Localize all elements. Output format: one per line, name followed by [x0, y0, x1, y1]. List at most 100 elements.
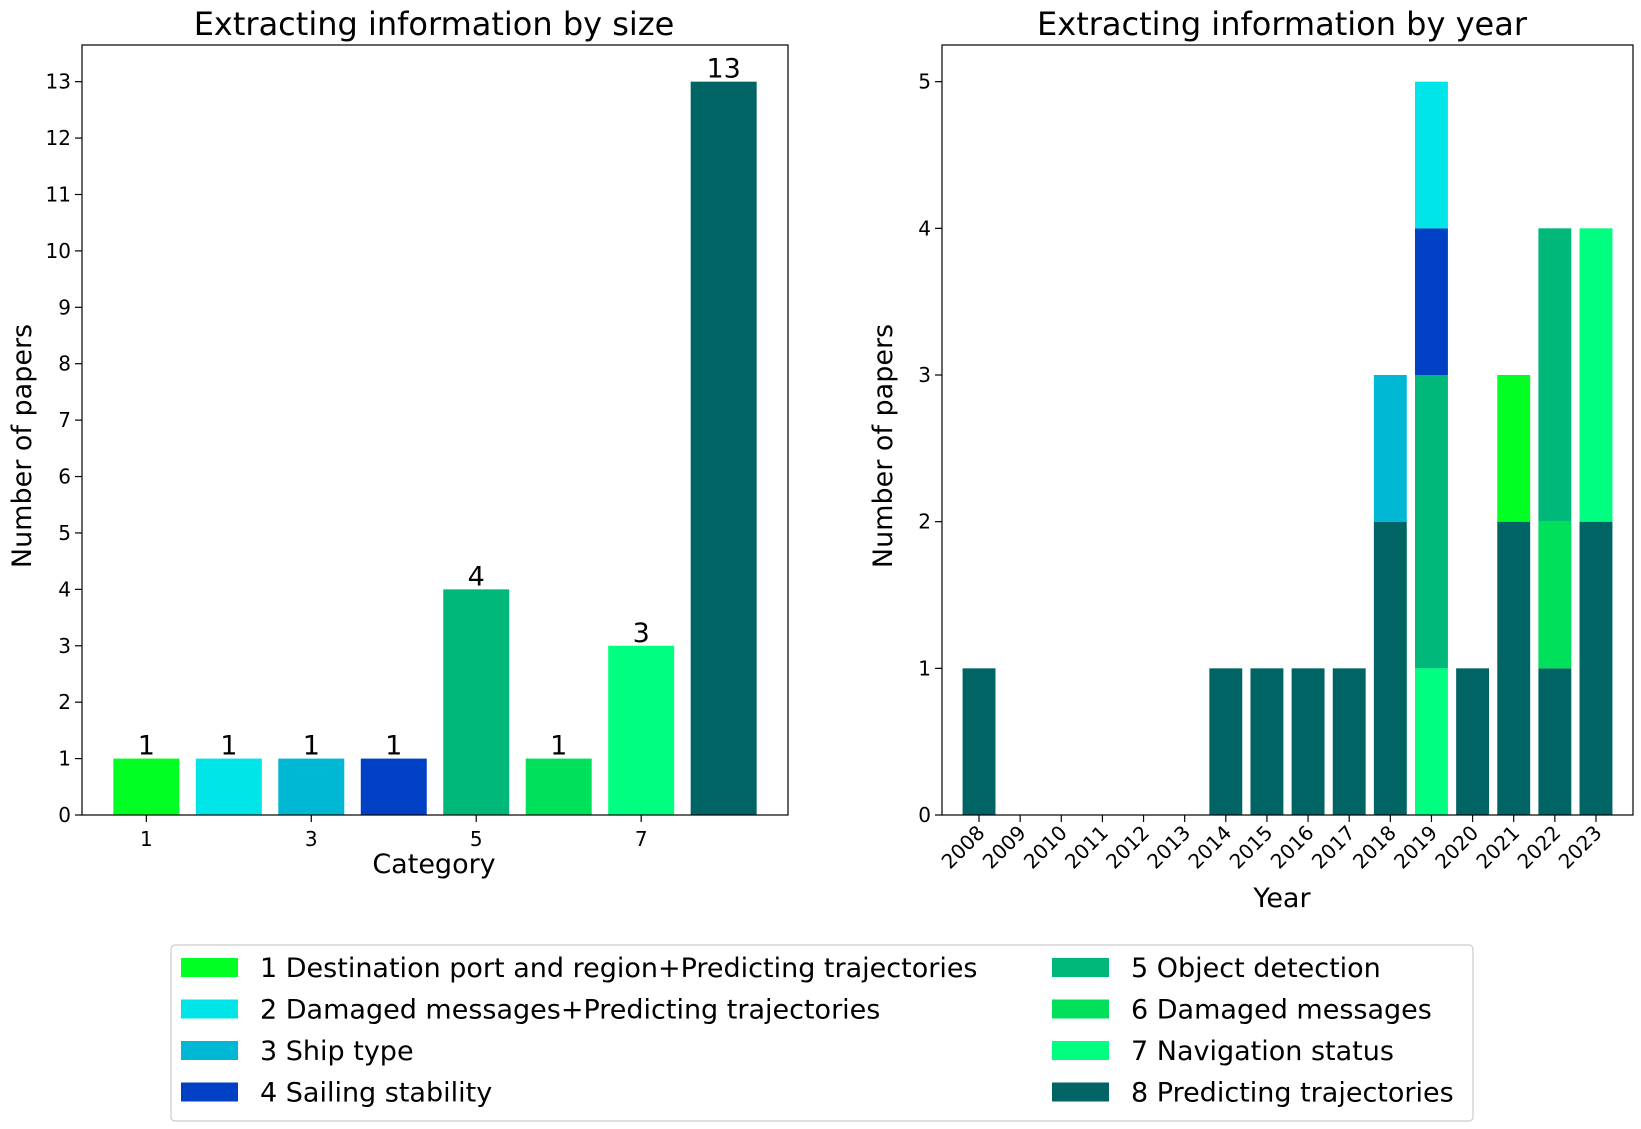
y-tick-label: 0 [58, 803, 71, 827]
bar-segment [1497, 375, 1531, 522]
data-label: 1 [550, 731, 567, 762]
y-tick-label: 8 [58, 352, 71, 376]
data-label: 1 [138, 731, 155, 762]
bar [690, 81, 757, 815]
y-tick-label: 3 [58, 634, 71, 658]
bar [195, 758, 262, 815]
x-tick-label: 2010 [1019, 821, 1072, 874]
bar-segment [1250, 668, 1284, 815]
data-label: 13 [706, 54, 740, 85]
x-tick-label: 2023 [1554, 821, 1607, 874]
data-label: 1 [385, 731, 402, 762]
y-tick-label: 12 [46, 126, 71, 150]
bar-segment [1538, 521, 1572, 669]
bar-segment [1456, 668, 1490, 815]
y-tick-label: 10 [46, 239, 71, 263]
x-tick-label: 2009 [978, 821, 1031, 874]
legend-swatch [181, 958, 238, 977]
legend-label: 4 Sailing stability [260, 1078, 492, 1109]
y-tick-label: 2 [918, 510, 931, 534]
y-tick-label: 3 [918, 363, 931, 387]
y-tick-label: 2 [58, 690, 71, 714]
x-tick-label: 2016 [1266, 821, 1319, 874]
legend-label: 8 Predicting trajectories [1131, 1078, 1454, 1109]
legend-label: 5 Object detection [1131, 953, 1381, 984]
y-tick-label: 6 [58, 465, 71, 489]
x-tick-label: 2008 [937, 821, 990, 874]
bar-segment [1579, 228, 1613, 522]
legend-swatch [181, 999, 238, 1019]
data-label: 3 [633, 618, 650, 649]
x-axis-label: Year [1252, 883, 1311, 914]
bar-segment [962, 668, 996, 815]
bar-segment [1209, 668, 1243, 815]
x-tick-label: 2015 [1225, 821, 1278, 874]
y-tick-label: 5 [58, 521, 71, 545]
legend-swatch [1052, 999, 1109, 1019]
y-tick-label: 7 [58, 408, 71, 432]
y-tick-label: 5 [918, 70, 931, 94]
bar-segment [1538, 668, 1572, 815]
legend-swatch [1052, 958, 1109, 977]
x-tick-label: 5 [470, 827, 483, 851]
x-tick-label: 2014 [1183, 821, 1236, 874]
legend-label: 1 Destination port and region+Predicting… [260, 953, 978, 984]
bar-segment [1415, 228, 1448, 375]
x-tick-label: 2017 [1307, 821, 1360, 874]
x-tick-label: 1 [140, 827, 153, 851]
bar-segment [1373, 521, 1407, 815]
chart-title: Extracting information by year [1037, 5, 1528, 43]
x-tick-label: 2022 [1512, 821, 1565, 874]
plot-area: 0123452008200920102011201220132014201520… [918, 44, 1634, 874]
chart-title: Extracting information by size [194, 5, 675, 43]
y-tick-label: 1 [58, 747, 71, 771]
y-axis-label: Number of papers [868, 324, 899, 568]
y-tick-label: 9 [58, 295, 71, 319]
bar [525, 758, 592, 815]
legend: 1 Destination port and region+Predicting… [170, 944, 1474, 1122]
x-tick-label: 2011 [1060, 821, 1113, 874]
y-tick-label: 13 [46, 70, 71, 94]
data-label: 4 [468, 561, 485, 592]
y-tick-label: 4 [58, 577, 71, 601]
legend-swatch [181, 1041, 238, 1060]
data-label: 1 [220, 731, 237, 762]
x-tick-label: 2018 [1348, 821, 1401, 874]
bar-segment [1538, 228, 1572, 522]
bar [608, 645, 675, 815]
x-tick-label: 2013 [1142, 821, 1195, 874]
y-tick-label: 0 [918, 803, 931, 827]
bar [278, 758, 345, 815]
bar-segment [1373, 375, 1407, 522]
bar [360, 758, 427, 815]
y-axis-label: Number of papers [7, 324, 38, 568]
y-tick-label: 1 [918, 656, 931, 680]
x-tick-label: 7 [635, 827, 648, 851]
plot-frame [81, 44, 789, 816]
legend-swatch [1052, 1082, 1109, 1102]
bar-segment [1332, 668, 1366, 815]
bar-segment [1291, 668, 1325, 815]
data-label: 1 [303, 731, 320, 762]
x-axis-label: Category [372, 849, 495, 880]
legend-frame [170, 944, 1474, 1122]
x-tick-label: 2020 [1430, 821, 1483, 874]
bar [443, 589, 510, 815]
legend-label: 7 Navigation status [1131, 1036, 1394, 1067]
y-tick-label: 11 [46, 182, 71, 206]
bar-segment [1415, 81, 1448, 229]
chart-by-year: Extracting information by year Year Numb… [868, 5, 1634, 914]
bar-segment [1579, 521, 1613, 815]
bar-segment [1415, 375, 1448, 669]
legend-swatch [1052, 1041, 1109, 1060]
x-tick-label: 3 [305, 827, 318, 851]
legend-label: 2 Damaged messages+Predicting trajectori… [260, 995, 880, 1026]
bar-segment [1415, 668, 1448, 815]
x-tick-label: 2021 [1471, 821, 1524, 874]
bar-segment [1497, 521, 1531, 815]
legend-label: 6 Damaged messages [1131, 995, 1432, 1026]
x-tick-label: 2012 [1101, 821, 1154, 874]
